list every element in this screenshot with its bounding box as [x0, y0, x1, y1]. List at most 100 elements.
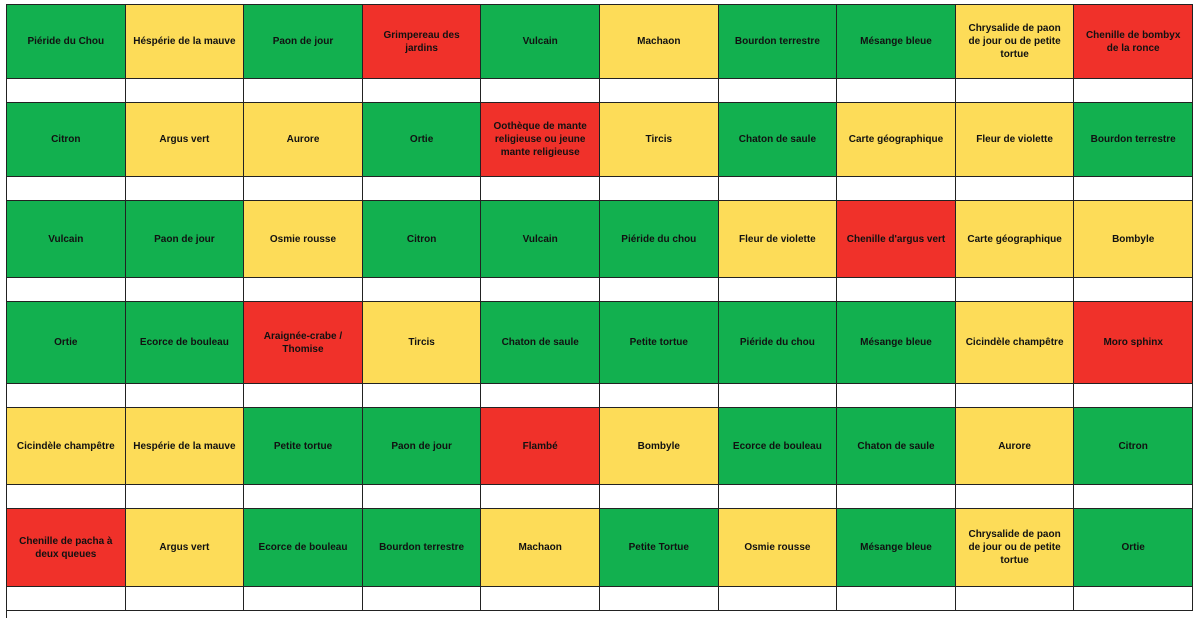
blank-answer-cell[interactable]: [125, 587, 245, 611]
blank-answer-cell[interactable]: [599, 485, 719, 509]
species-cell: Piéride du chou: [599, 201, 719, 278]
blank-answer-cell[interactable]: [125, 278, 245, 302]
blank-answer-cell[interactable]: [599, 79, 719, 103]
blank-answer-cell[interactable]: [125, 79, 245, 103]
blank-answer-cell[interactable]: [7, 79, 126, 103]
blank-answer-cell[interactable]: [7, 485, 126, 509]
blank-answer-cell[interactable]: [362, 79, 482, 103]
species-cell: Petite Tortue: [599, 509, 719, 587]
species-cell: Carte géographique: [837, 103, 956, 177]
blank-answer-cell[interactable]: [955, 485, 1075, 509]
blank-answer-cell[interactable]: [718, 79, 838, 103]
blank-answer-cell[interactable]: [837, 384, 956, 408]
blank-answer-cell[interactable]: [599, 384, 719, 408]
blank-answer-cell[interactable]: [244, 384, 363, 408]
species-cell: Chaton de saule: [718, 103, 838, 177]
blank-answer-cell[interactable]: [362, 384, 482, 408]
species-cell: Bourdon terrestre: [1074, 103, 1193, 177]
species-cell: Bourdon terrestre: [718, 5, 838, 79]
blank-answer-cell[interactable]: [244, 278, 363, 302]
blank-answer-cell[interactable]: [718, 177, 838, 201]
species-cell: Vulcain: [481, 201, 600, 278]
species-cell: Machaon: [599, 5, 719, 79]
blank-answer-cell[interactable]: [837, 485, 956, 509]
blank-answer-cell[interactable]: [718, 278, 838, 302]
species-cell: Ortie: [1074, 509, 1193, 587]
blank-answer-cell[interactable]: [599, 278, 719, 302]
blank-answer-cell[interactable]: [125, 485, 245, 509]
blank-answer-cell[interactable]: [481, 485, 600, 509]
species-cell: Piéride du Chou: [7, 5, 126, 79]
species-cell: Cicindèle champêtre: [955, 302, 1075, 384]
species-cell: Vulcain: [481, 5, 600, 79]
species-cell: Ecorce de bouleau: [718, 408, 838, 485]
species-cell: Grimpereau des jardins: [362, 5, 482, 79]
blank-answer-cell[interactable]: [362, 177, 482, 201]
blank-answer-cell[interactable]: [362, 278, 482, 302]
blank-answer-cell[interactable]: [599, 587, 719, 611]
blank-answer-cell[interactable]: [1074, 384, 1193, 408]
species-cell: Aurore: [244, 103, 363, 177]
species-cell: Argus vert: [125, 509, 245, 587]
blank-answer-cell[interactable]: [837, 587, 956, 611]
blank-answer-cell[interactable]: [362, 485, 482, 509]
species-cell: Ortie: [7, 302, 126, 384]
blank-answer-cell[interactable]: [481, 278, 600, 302]
blank-answer-cell[interactable]: [481, 587, 600, 611]
species-cell: Vulcain: [7, 201, 126, 278]
blank-answer-cell[interactable]: [7, 587, 126, 611]
blank-answer-cell[interactable]: [244, 587, 363, 611]
blank-answer-cell[interactable]: [244, 79, 363, 103]
blank-answer-cell[interactable]: [481, 177, 600, 201]
species-cell: Paon de jour: [244, 5, 363, 79]
blank-answer-cell[interactable]: [837, 278, 956, 302]
blank-answer-cell[interactable]: [7, 384, 126, 408]
blank-answer-cell[interactable]: [955, 587, 1075, 611]
blank-answer-cell[interactable]: [1074, 177, 1193, 201]
species-cell: Paon de jour: [125, 201, 245, 278]
species-cell: Chrysalide de paon de jour ou de petite …: [955, 509, 1075, 587]
blank-answer-cell[interactable]: [837, 177, 956, 201]
blank-answer-cell[interactable]: [481, 384, 600, 408]
blank-answer-cell[interactable]: [955, 177, 1075, 201]
blank-answer-cell[interactable]: [1074, 79, 1193, 103]
blank-answer-cell[interactable]: [7, 278, 126, 302]
blank-answer-cell[interactable]: [481, 79, 600, 103]
blank-answer-cell[interactable]: [125, 177, 245, 201]
species-cell: Osmie rousse: [244, 201, 363, 278]
species-cell: Chenille d'argus vert: [837, 201, 956, 278]
blank-answer-cell[interactable]: [1074, 278, 1193, 302]
blank-answer-cell[interactable]: [837, 79, 956, 103]
species-cell: Tircis: [599, 103, 719, 177]
species-cell: Bombyle: [599, 408, 719, 485]
species-cell: Chaton de saule: [837, 408, 956, 485]
blank-answer-cell[interactable]: [244, 485, 363, 509]
blank-answer-cell[interactable]: [718, 485, 838, 509]
blank-answer-cell[interactable]: [1074, 587, 1193, 611]
species-cell: Paon de jour: [362, 408, 482, 485]
species-cell: Carte géographique: [955, 201, 1075, 278]
species-cell: Aurore: [955, 408, 1075, 485]
species-cell: Bourdon terrestre: [362, 509, 482, 587]
blank-answer-cell[interactable]: [362, 587, 482, 611]
species-cell: Citron: [362, 201, 482, 278]
species-cell: Citron: [7, 103, 126, 177]
blank-answer-cell[interactable]: [955, 79, 1075, 103]
species-cell: Petite tortue: [599, 302, 719, 384]
species-cell: Osmie rousse: [718, 509, 838, 587]
blank-answer-cell[interactable]: [718, 384, 838, 408]
blank-answer-cell[interactable]: [955, 384, 1075, 408]
blank-answer-cell[interactable]: [244, 177, 363, 201]
blank-answer-cell[interactable]: [718, 587, 838, 611]
blank-answer-cell[interactable]: [1074, 485, 1193, 509]
species-cell: Héspérie de la mauve: [125, 5, 245, 79]
species-cell: Machaon: [481, 509, 600, 587]
species-cell: Chaton de saule: [481, 302, 600, 384]
species-cell: Bombyle: [1074, 201, 1193, 278]
blank-answer-cell[interactable]: [125, 384, 245, 408]
species-cell: Chenille de pacha à deux queues: [7, 509, 126, 587]
blank-answer-cell[interactable]: [955, 278, 1075, 302]
blank-answer-cell[interactable]: [7, 177, 126, 201]
blank-answer-cell[interactable]: [599, 177, 719, 201]
species-cell: Tircis: [362, 302, 482, 384]
